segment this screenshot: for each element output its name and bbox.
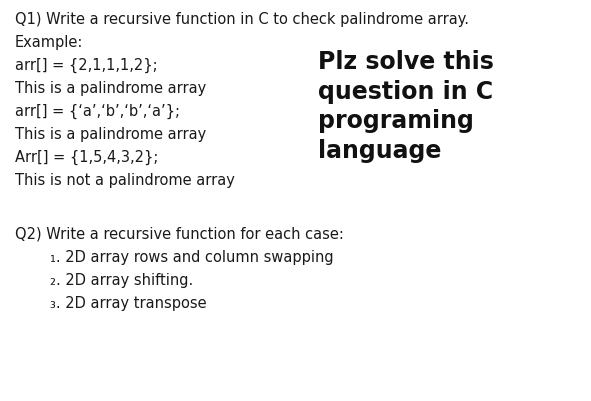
Text: This is not a palindrome array: This is not a palindrome array xyxy=(15,172,235,188)
Text: Q1) Write a recursive function in C to check palindrome array.: Q1) Write a recursive function in C to c… xyxy=(15,12,469,27)
Text: arr[] = {‘a’,‘b’,‘b’,‘a’};: arr[] = {‘a’,‘b’,‘b’,‘a’}; xyxy=(15,104,180,119)
Text: ₁. 2D array rows and column swapping: ₁. 2D array rows and column swapping xyxy=(50,249,334,264)
Text: ₂. 2D array shifting.: ₂. 2D array shifting. xyxy=(50,272,193,287)
Text: Arr[] = {1,5,4,3,2};: Arr[] = {1,5,4,3,2}; xyxy=(15,150,158,165)
Text: arr[] = {2,1,1,1,2};: arr[] = {2,1,1,1,2}; xyxy=(15,58,158,73)
Text: This is a palindrome array: This is a palindrome array xyxy=(15,127,206,142)
Text: ₃. 2D array transpose: ₃. 2D array transpose xyxy=(50,295,207,310)
Text: Q2) Write a recursive function for each case:: Q2) Write a recursive function for each … xyxy=(15,227,344,241)
Text: Plz solve this
question in C
programing
language: Plz solve this question in C programing … xyxy=(318,50,494,163)
Text: Example:: Example: xyxy=(15,35,83,50)
Text: This is a palindrome array: This is a palindrome array xyxy=(15,81,206,96)
